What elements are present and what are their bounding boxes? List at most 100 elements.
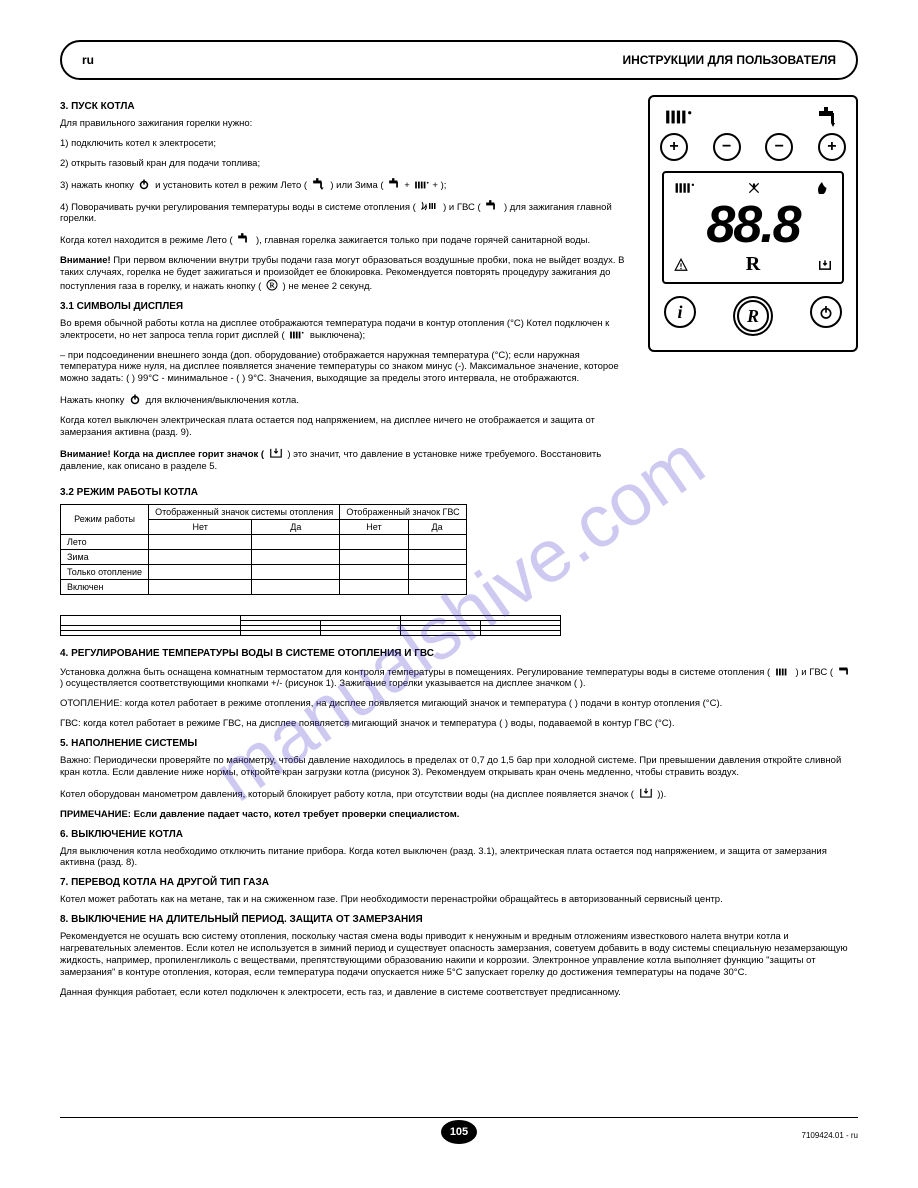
- step-4: 4) Поворачивать ручки регулирования темп…: [60, 200, 628, 226]
- row-on: Включен: [61, 579, 149, 594]
- dhw-plus-button[interactable]: +: [818, 133, 846, 161]
- section3-intro: Для правильного зажигания горелки нужно:: [60, 118, 628, 130]
- section7-heading: 7. ПЕРЕВОД КОТЛА НА ДРУГОЙ ТИП ГАЗА: [60, 877, 858, 888]
- display-digits: 88.8: [670, 199, 836, 251]
- s4-mid: ) и ГВС (: [795, 667, 835, 678]
- s4-p1: Установка должна быть оснащена комнатным…: [60, 665, 858, 691]
- lcd-display: 88.8 R: [662, 171, 844, 284]
- tap-icon: [816, 107, 842, 127]
- header-frame: ru ИНСТРУКЦИИ ДЛЯ ПОЛЬЗОВАТЕЛЯ: [60, 40, 858, 80]
- s31-p1: Во время обычной работы котла на дисплее…: [60, 318, 628, 342]
- footer-line: [60, 1117, 858, 1118]
- s5-p2-after: )).: [657, 789, 666, 800]
- tap-icon: [838, 665, 852, 677]
- step-2: 2) открыть газовый кран для подачи топли…: [60, 158, 628, 170]
- radiator-icon: [775, 667, 791, 677]
- radiator-icon: [289, 330, 305, 340]
- svg-text:R: R: [269, 281, 275, 289]
- row-leto: Лето: [61, 534, 149, 549]
- s31-btn-after: для включения/выключения котла.: [146, 395, 299, 406]
- step3-mid2: ) или Зима (: [330, 180, 386, 191]
- reset-letter: R: [746, 253, 760, 276]
- s8-p2: Данная функция работает, если котел подк…: [60, 987, 858, 999]
- flame-icon: [812, 179, 832, 197]
- header-title: ИНСТРУКЦИИ ДЛЯ ПОЛЬЗОВАТЕЛЯ: [622, 53, 836, 67]
- noflame-icon: [747, 181, 761, 195]
- th-mode: Режим работы: [61, 504, 149, 534]
- step3-close: );: [441, 180, 447, 191]
- warning-icon: [674, 258, 688, 272]
- dhw-minus-button[interactable]: −: [765, 133, 793, 161]
- warning-block: Внимание! При первом включении внутри тр…: [60, 255, 628, 293]
- section8-heading: 8. ВЫКЛЮЧЕНИЕ НА ДЛИТЕЛЬНЫЙ ПЕРИОД. ЗАЩИ…: [60, 914, 858, 925]
- s31-warn2-before: Внимание! Когда на дисплее горит значок …: [60, 449, 267, 460]
- section31-heading: 3.1 СИМВОЛЫ ДИСПЛЕЯ: [60, 301, 628, 312]
- footer-code: 7109424.01 - ru: [802, 1131, 859, 1140]
- tap-icon: [485, 200, 499, 212]
- summer-before: Когда котел находится в режиме Лето (: [60, 235, 235, 246]
- s5-p2-before: Котел оборудован манометром давления, ко…: [60, 789, 637, 800]
- s31-antiice: Когда котел выключен электрическая плата…: [60, 415, 628, 439]
- step4-before: 4) Поворачивать ручки регулирования темп…: [60, 202, 416, 213]
- s31-warn2: Внимание! Когда на дисплее горит значок …: [60, 447, 628, 473]
- control-panel: + − − + 88.8 R: [648, 95, 858, 352]
- s5-note: ПРИМЕЧАНИЕ: Если давление падает часто, …: [60, 809, 858, 821]
- section6-heading: 6. ВЫКЛЮЧЕНИЕ КОТЛА: [60, 829, 858, 840]
- s31-bul: – при подсоединении внешнего зонда (доп.…: [60, 350, 628, 386]
- s7-p: Котел может работать как на метане, так …: [60, 894, 858, 906]
- heating-minus-button[interactable]: −: [713, 133, 741, 161]
- power-button[interactable]: [810, 296, 842, 328]
- radiator-icon: [664, 108, 694, 126]
- th-no2: Нет: [340, 519, 408, 534]
- s4-dhw: ГВС: когда котел работает в режиме ГВС, …: [60, 718, 858, 730]
- warning-heading: Внимание!: [60, 255, 111, 266]
- th-dhw: Отображенный значок ГВС: [340, 504, 466, 519]
- page-number: 105: [441, 1120, 477, 1144]
- section5-heading: 5. НАПОЛНЕНИЕ СИСТЕМЫ: [60, 738, 858, 749]
- fill-icon: [639, 787, 653, 799]
- section32-heading: 3.2 РЕЖИМ РАБОТЫ КОТЛА: [60, 487, 858, 498]
- tap-icon: [237, 233, 251, 245]
- tap-icon: [388, 178, 402, 190]
- summer-note: Когда котел находится в режиме Лето ( ),…: [60, 233, 628, 247]
- s4-after: ) осуществляется соответствующими кнопка…: [60, 678, 586, 689]
- radiator-icon: [414, 180, 430, 190]
- step-1: 1) подключить котел к электросети;: [60, 138, 628, 150]
- th-yes1: Да: [252, 519, 340, 534]
- fill-icon: [818, 259, 832, 271]
- reset-button[interactable]: R: [737, 300, 769, 332]
- step3-before: 3) нажать кнопку: [60, 180, 136, 191]
- heating-plus-button[interactable]: +: [660, 133, 688, 161]
- s4-before: Установка должна быть оснащена комнатным…: [60, 667, 773, 678]
- flame-radiator-icon: [420, 200, 438, 212]
- mode-table: Режим работы Отображенный значок системы…: [60, 504, 467, 595]
- power-icon: [129, 393, 141, 405]
- warn-after: ) не менее 2 секунд.: [283, 281, 373, 292]
- reset-icon: R: [266, 279, 278, 291]
- radiator-icon: [674, 181, 696, 195]
- s31-p1-after: выключена);: [310, 330, 365, 341]
- th-heating: Отображенный значок системы отопления: [149, 504, 340, 519]
- step4-mid: ) и ГВС (: [443, 202, 481, 213]
- s31-btn-before: Нажать кнопку: [60, 395, 127, 406]
- tap-icon: [312, 178, 326, 190]
- s31-btn: Нажать кнопку для включения/выключения к…: [60, 393, 628, 407]
- row-zima: Зима: [61, 549, 149, 564]
- mode-table-2: [60, 615, 561, 636]
- row-heatonly: Только отопление: [61, 564, 149, 579]
- fill-icon: [269, 447, 283, 459]
- s31-bul-after: ) 9°C. Значения, выходящие за пределы эт…: [242, 373, 579, 384]
- step-3: 3) нажать кнопку и установить котел в ре…: [60, 178, 628, 192]
- section3-heading: 3. ПУСК КОТЛА: [60, 101, 628, 112]
- th-yes2: Да: [408, 519, 466, 534]
- th-no1: Нет: [149, 519, 252, 534]
- header-code: ru: [82, 53, 94, 67]
- power-icon: [138, 178, 150, 190]
- s8-p1: Рекомендуется не осушать всю систему ото…: [60, 931, 858, 979]
- s31-bul-mid: ) 99°C - минимальное - (: [132, 373, 240, 384]
- s4-heat: ОТОПЛЕНИЕ: когда котел работает в режиме…: [60, 698, 858, 710]
- info-button[interactable]: i: [664, 296, 696, 328]
- step3-mid: и установить котел в режим Лето (: [155, 180, 310, 191]
- section4-heading: 4. РЕГУЛИРОВАНИЕ ТЕМПЕРАТУРЫ ВОДЫ В СИСТ…: [60, 648, 858, 659]
- summer-after: ), главная горелка зажигается только при…: [256, 235, 590, 246]
